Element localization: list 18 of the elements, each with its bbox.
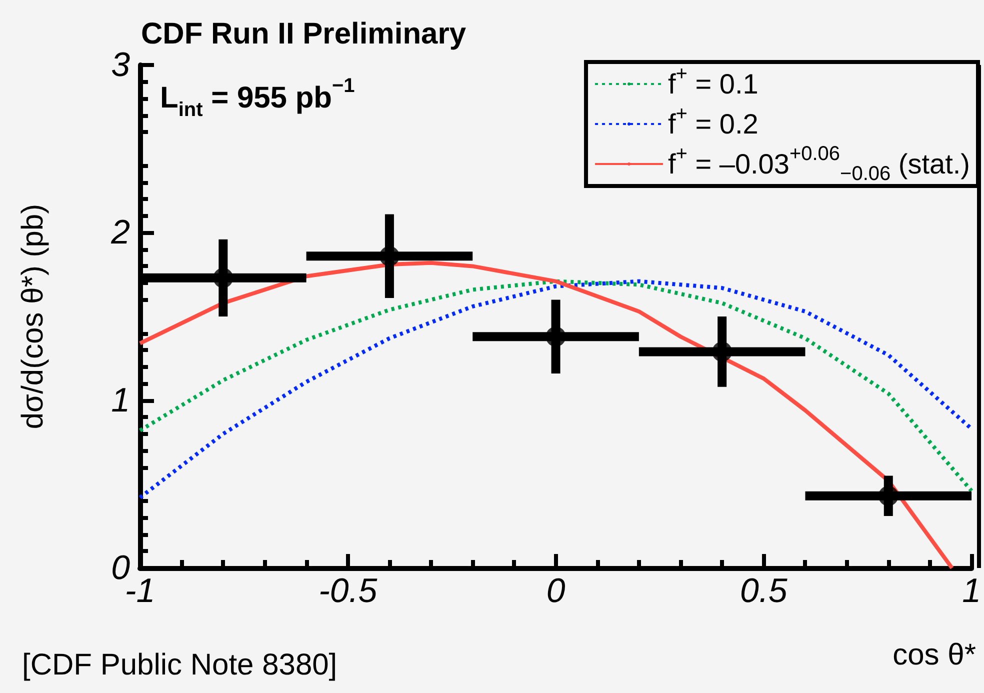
legend-label: f+ = 0.1	[668, 63, 758, 100]
legend-label: f+ = 0.2	[668, 103, 758, 140]
point	[878, 486, 898, 506]
point	[379, 246, 400, 266]
point	[546, 326, 566, 347]
x-tick-label: 1	[962, 572, 982, 610]
x-tick-label: 0	[546, 572, 566, 610]
point	[213, 268, 234, 288]
y-tick-label: 3	[111, 46, 130, 84]
point	[712, 342, 732, 362]
y-tick-label: 1	[111, 381, 130, 420]
text: [CDF Public Note 8380]	[22, 648, 338, 682]
chart-title: CDF Run II Preliminary	[141, 18, 466, 50]
x-tick-label: 0.5	[740, 572, 788, 610]
x-axis-title: cos θ*	[892, 638, 976, 672]
x-tick-label: -0.5	[318, 572, 378, 610]
y-axis-title: dσ/d(cos θ*) (pb)	[16, 204, 50, 430]
y-tick-label: 2	[110, 214, 130, 252]
